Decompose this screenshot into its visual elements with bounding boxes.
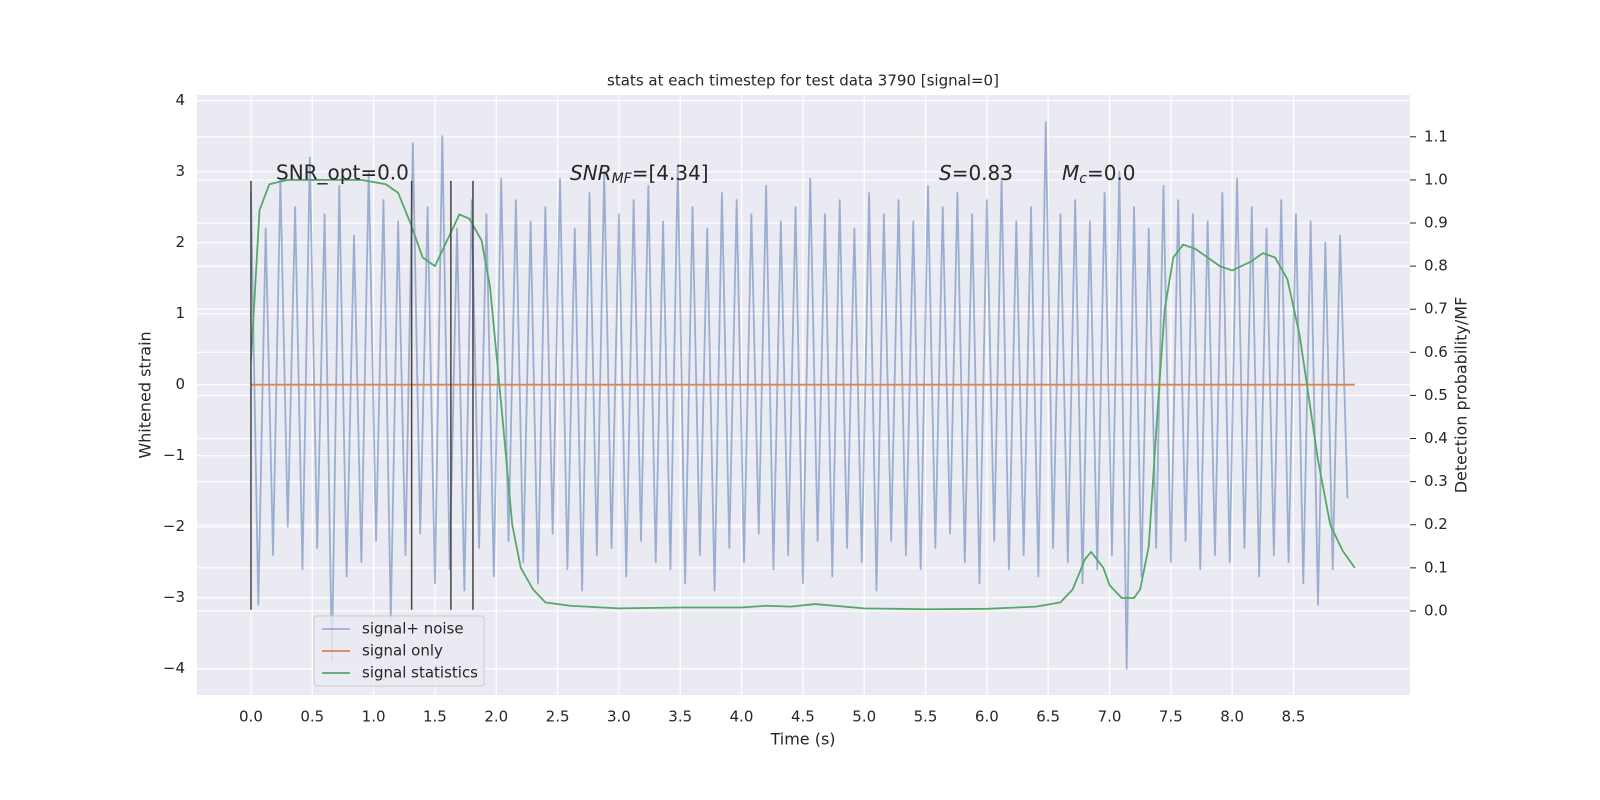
y-tick-label: −3 [163, 588, 185, 606]
annotation-part: S [939, 161, 952, 185]
annotation-part: =0.0 [1087, 161, 1136, 185]
y2-tick-label: 1.0 [1424, 170, 1448, 188]
legend-label: signal only [362, 642, 443, 660]
x-tick-label: 4.0 [730, 708, 754, 726]
x-tick-label: 6.5 [1036, 708, 1060, 726]
x-axis-label: Time (s) [769, 730, 835, 749]
marks [250, 121, 1356, 670]
x-tick-label: 1.5 [423, 708, 447, 726]
y-tick-label: 1 [175, 304, 185, 322]
y2-tick-label: 0.4 [1424, 429, 1448, 447]
annotation-part: =0.83 [952, 161, 1013, 185]
x-tick-label: 0.0 [239, 708, 263, 726]
annotation-part: c [1079, 171, 1087, 187]
x-tick-label: 5.5 [914, 708, 938, 726]
y2-tick-label: 0.0 [1424, 601, 1448, 619]
y-axis-label: Whitened strain [136, 331, 155, 458]
y-tick-label: 4 [175, 91, 185, 109]
series-line [250, 121, 1349, 670]
x-tick-label: 8.5 [1282, 708, 1306, 726]
y2-tick-label: 0.8 [1424, 257, 1448, 275]
x-tick-label: 8.0 [1220, 708, 1244, 726]
annotation: Mc=0.0 [1062, 161, 1136, 188]
y2-tick-label: 0.5 [1424, 386, 1448, 404]
y2-tick-label: 0.9 [1424, 214, 1448, 232]
y-tick-label: 3 [175, 162, 185, 180]
annotation-part: M [1062, 161, 1079, 185]
y-tick-label: −1 [163, 446, 185, 464]
x-tick-label: 7.0 [1098, 708, 1122, 726]
annotation: S=0.83 [939, 161, 1013, 185]
x-tick-label: 3.5 [668, 708, 692, 726]
y2-tick-label: 0.7 [1424, 300, 1448, 318]
series-line [250, 179, 1356, 611]
x-tick-label: 0.5 [300, 708, 324, 726]
x-tick-label: 3.0 [607, 708, 631, 726]
y2-tick-label: 0.6 [1424, 343, 1448, 361]
annotation-part: SNR [570, 161, 612, 185]
chart-title: stats at each timestep for test data 379… [607, 72, 999, 90]
y2-tick-label: 0.3 [1424, 472, 1448, 490]
annotation: SNRMF=[4.34] [570, 161, 709, 188]
y2-tick-label: 1.1 [1424, 127, 1448, 145]
y2-axis-label: Detection probability/MF [1452, 297, 1471, 494]
y2-tick-label: 0.1 [1424, 558, 1448, 576]
annotation: SNR_opt=0.0 [276, 161, 409, 185]
x-tick-label: 7.5 [1159, 708, 1183, 726]
annotation-part: =[4.34] [632, 161, 709, 185]
x-tick-label: 5.0 [852, 708, 876, 726]
legend-box [313, 615, 485, 687]
y-tick-label: −4 [163, 659, 185, 677]
x-tick-label: 2.5 [546, 708, 570, 726]
y-tick-label: 2 [175, 233, 185, 251]
legend-label: signal+ noise [362, 620, 464, 638]
annotation-part: MF [612, 171, 633, 187]
x-tick-label: 4.5 [791, 708, 815, 726]
legend-label: signal statistics [362, 664, 478, 682]
legend: signal+ noise signal only signal statistic… [313, 615, 485, 687]
x-tick-label: 6.0 [975, 708, 999, 726]
y-tick-label: −2 [163, 517, 185, 535]
y2-tick-label: 0.2 [1424, 515, 1448, 533]
x-tick-label: 2.0 [484, 708, 508, 726]
y-tick-label: 0 [175, 375, 185, 393]
x-tick-label: 1.0 [362, 708, 386, 726]
